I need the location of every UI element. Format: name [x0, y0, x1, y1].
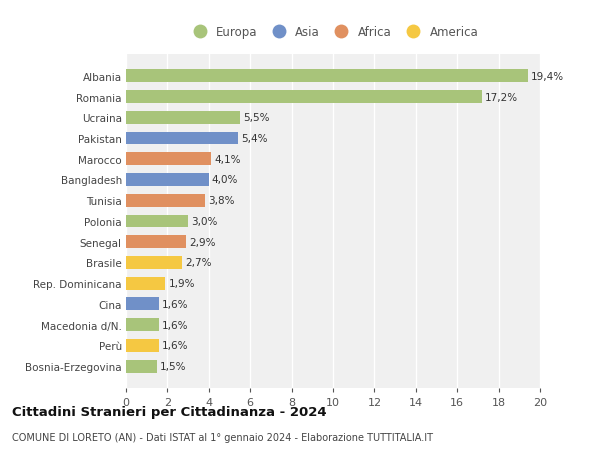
- Text: 1,9%: 1,9%: [169, 279, 195, 289]
- Text: 1,5%: 1,5%: [160, 361, 187, 371]
- Bar: [126, 236, 186, 249]
- Text: COMUNE DI LORETO (AN) - Dati ISTAT al 1° gennaio 2024 - Elaborazione TUTTITALIA.: COMUNE DI LORETO (AN) - Dati ISTAT al 1°…: [12, 432, 433, 442]
- Text: 1,6%: 1,6%: [162, 341, 189, 351]
- Text: 3,0%: 3,0%: [191, 217, 218, 226]
- Text: 19,4%: 19,4%: [530, 72, 564, 82]
- Bar: [126, 70, 527, 83]
- Bar: [126, 194, 205, 207]
- Legend: Europa, Asia, Africa, America: Europa, Asia, Africa, America: [183, 21, 483, 44]
- Bar: [126, 132, 238, 145]
- Bar: [126, 298, 159, 311]
- Text: 2,9%: 2,9%: [189, 237, 215, 247]
- Bar: [126, 91, 482, 104]
- Text: 4,1%: 4,1%: [214, 154, 241, 164]
- Text: 1,6%: 1,6%: [162, 299, 189, 309]
- Text: Cittadini Stranieri per Cittadinanza - 2024: Cittadini Stranieri per Cittadinanza - 2…: [12, 405, 326, 419]
- Bar: [126, 215, 188, 228]
- Bar: [126, 360, 157, 373]
- Bar: [126, 319, 159, 331]
- Text: 3,8%: 3,8%: [208, 196, 234, 206]
- Text: 1,6%: 1,6%: [162, 320, 189, 330]
- Text: 5,5%: 5,5%: [243, 113, 269, 123]
- Text: 17,2%: 17,2%: [485, 92, 518, 102]
- Bar: [126, 257, 182, 269]
- Text: 5,4%: 5,4%: [241, 134, 268, 144]
- Text: 4,0%: 4,0%: [212, 175, 238, 185]
- Bar: [126, 112, 240, 124]
- Text: 2,7%: 2,7%: [185, 258, 211, 268]
- Bar: [126, 277, 166, 290]
- Bar: [126, 339, 159, 352]
- Bar: [126, 174, 209, 186]
- Bar: [126, 153, 211, 166]
